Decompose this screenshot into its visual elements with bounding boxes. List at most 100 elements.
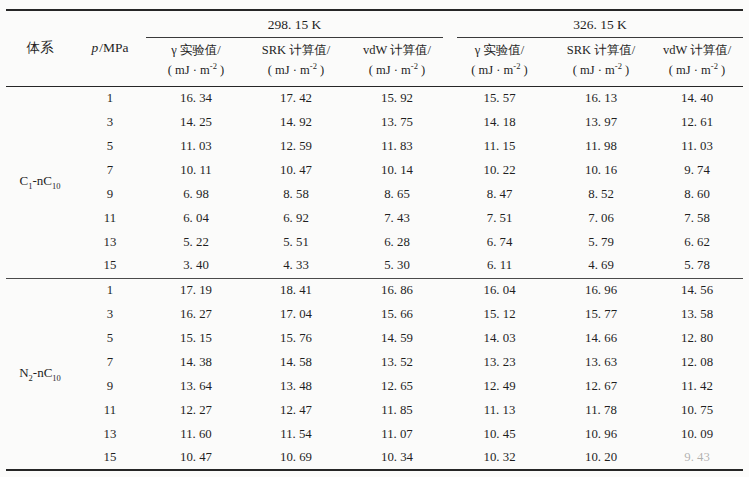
value-cell: 14. 66 <box>551 326 651 350</box>
value-cell: 14. 59 <box>346 326 448 350</box>
value-cell: 4. 33 <box>246 254 346 278</box>
column-header-unit: ( mJ · m-2 ) <box>448 60 551 80</box>
temperature-row: 体系 p/MPa 298. 15 K 326. 15 K <box>6 10 743 38</box>
column-header-unit: ( mJ · m-2 ) <box>146 60 246 80</box>
value-cell: 9. 74 <box>651 158 743 182</box>
value-cell: 11. 54 <box>246 422 346 446</box>
value-cell: 11. 13 <box>448 398 551 422</box>
column-header-title: SRK 计算值/ <box>551 41 651 60</box>
value-cell: 10. 47 <box>246 158 346 182</box>
pressure-value: 7 <box>74 350 146 374</box>
pressure-value: 7 <box>74 158 146 182</box>
table-row: C1-nC10116. 3417. 4215. 9215. 5716. 1314… <box>6 86 743 110</box>
pressure-value: 11 <box>74 206 146 230</box>
value-cell: 11. 03 <box>146 134 246 158</box>
value-cell: 13. 52 <box>346 350 448 374</box>
value-cell: 7. 43 <box>346 206 448 230</box>
column-header: SRK 计算值/( mJ · m-2 ) <box>551 38 651 86</box>
temp-group-298-label: 298. 15 K <box>146 11 443 38</box>
table-row: 153. 404. 335. 306. 114. 695. 78 <box>6 254 743 278</box>
value-cell: 18. 41 <box>246 278 346 302</box>
value-cell: 14. 25 <box>146 110 246 134</box>
value-cell: 17. 19 <box>146 278 246 302</box>
temp-group-326-label: 326. 15 K <box>457 11 743 38</box>
value-cell: 11. 83 <box>346 134 448 158</box>
value-cell: 11. 60 <box>146 422 246 446</box>
column-header-title: SRK 计算值/ <box>246 41 346 60</box>
pressure-value: 5 <box>74 134 146 158</box>
column-header-unit: ( mJ · m-2 ) <box>346 60 448 80</box>
value-cell: 6. 98 <box>146 182 246 206</box>
value-cell: 13. 23 <box>448 350 551 374</box>
value-cell: 7. 51 <box>448 206 551 230</box>
pressure-value: 1 <box>74 86 146 110</box>
value-cell: 13. 58 <box>651 302 743 326</box>
value-cell: 14. 58 <box>246 350 346 374</box>
value-cell: 4. 69 <box>551 254 651 278</box>
value-cell: 11. 42 <box>651 374 743 398</box>
value-cell: 14. 18 <box>448 110 551 134</box>
table-row: 511. 0312. 5911. 8311. 1511. 9811. 03 <box>6 134 743 158</box>
pressure-value: 3 <box>74 302 146 326</box>
table-row: 1510. 4710. 6910. 3410. 3210. 209. 43 <box>6 446 743 470</box>
value-cell: 8. 60 <box>651 182 743 206</box>
table-row: 316. 2717. 0415. 6615. 1215. 7713. 58 <box>6 302 743 326</box>
column-header-title: vdW 计算值/ <box>651 41 743 60</box>
value-cell: 10. 22 <box>448 158 551 182</box>
value-cell: 11. 78 <box>551 398 651 422</box>
value-cell: 12. 47 <box>246 398 346 422</box>
value-cell: 14. 38 <box>146 350 246 374</box>
value-cell: 16. 86 <box>346 278 448 302</box>
value-cell: 10. 45 <box>448 422 551 446</box>
value-cell: 10. 14 <box>346 158 448 182</box>
column-header-unit: ( mJ · m-2 ) <box>246 60 346 80</box>
temp-group-298: 298. 15 K <box>146 10 448 38</box>
value-cell: 16. 04 <box>448 278 551 302</box>
pressure-value: 15 <box>74 254 146 278</box>
value-cell: 13. 48 <box>246 374 346 398</box>
value-cell: 6. 11 <box>448 254 551 278</box>
value-cell: 12. 08 <box>651 350 743 374</box>
column-header: γ 实验值/( mJ · m-2 ) <box>146 38 246 86</box>
system-label: C1-nC10 <box>6 86 74 278</box>
value-cell: 10. 47 <box>146 446 246 470</box>
column-header: vdW 计算值/( mJ · m-2 ) <box>346 38 448 86</box>
value-cell: 6. 92 <box>246 206 346 230</box>
value-cell: 5. 22 <box>146 230 246 254</box>
table-row: 1112. 2712. 4711. 8511. 1311. 7810. 75 <box>6 398 743 422</box>
value-cell: 14. 92 <box>246 110 346 134</box>
value-cell: 11. 98 <box>551 134 651 158</box>
table-row: 1311. 6011. 5411. 0710. 4510. 9610. 09 <box>6 422 743 446</box>
value-cell: 11. 85 <box>346 398 448 422</box>
value-cell: 8. 47 <box>448 182 551 206</box>
pressure-value: 1 <box>74 278 146 302</box>
value-cell: 9. 43 <box>651 446 743 470</box>
value-cell: 15. 76 <box>246 326 346 350</box>
table-row: 710. 1110. 4710. 1410. 2210. 169. 74 <box>6 158 743 182</box>
value-cell: 15. 12 <box>448 302 551 326</box>
column-header-unit: ( mJ · m-2 ) <box>551 60 651 80</box>
temp-group-326: 326. 15 K <box>448 10 743 38</box>
pressure-unit: /MPa <box>99 40 128 55</box>
pressure-value: 13 <box>74 230 146 254</box>
table-row: 515. 1515. 7614. 5914. 0314. 6612. 80 <box>6 326 743 350</box>
column-header-title: vdW 计算值/ <box>346 41 448 60</box>
pressure-value: 9 <box>74 374 146 398</box>
value-cell: 6. 62 <box>651 230 743 254</box>
value-cell: 6. 04 <box>146 206 246 230</box>
value-cell: 12. 27 <box>146 398 246 422</box>
pressure-value: 3 <box>74 110 146 134</box>
value-cell: 10. 96 <box>551 422 651 446</box>
value-cell: 15. 92 <box>346 86 448 110</box>
surface-tension-table: 体系 p/MPa 298. 15 K 326. 15 K γ 实验值/( mJ … <box>6 9 743 471</box>
value-cell: 8. 58 <box>246 182 346 206</box>
value-cell: 17. 42 <box>246 86 346 110</box>
value-cell: 16. 96 <box>551 278 651 302</box>
value-cell: 10. 32 <box>448 446 551 470</box>
value-cell: 16. 34 <box>146 86 246 110</box>
pressure-value: 9 <box>74 182 146 206</box>
value-cell: 5. 51 <box>246 230 346 254</box>
value-cell: 6. 74 <box>448 230 551 254</box>
pressure-value: 15 <box>74 446 146 470</box>
value-cell: 14. 56 <box>651 278 743 302</box>
